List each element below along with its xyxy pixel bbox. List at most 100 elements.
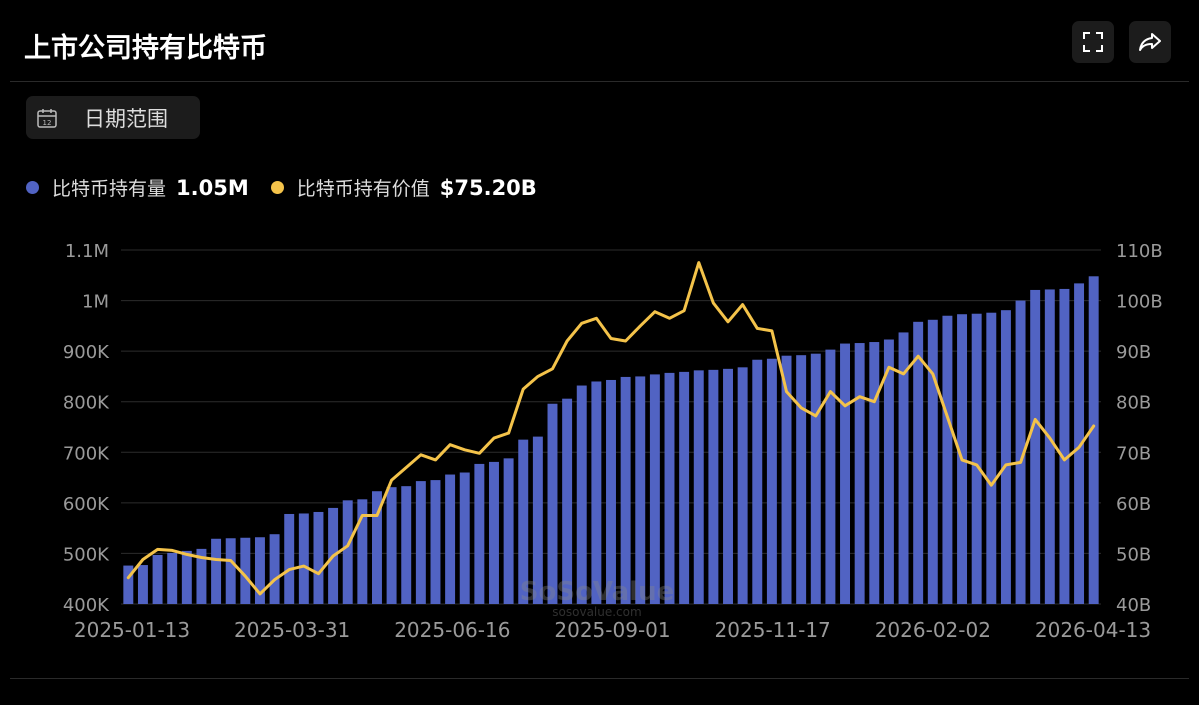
holdings-chart: 400K 40B 500K 50B 600K 60B 700K 70B 800K 80B 900K 9… bbox=[63, 241, 1163, 642]
bar bbox=[591, 381, 602, 604]
bar bbox=[708, 369, 719, 604]
share-button[interactable] bbox=[1129, 21, 1171, 63]
y-left-tick-label: 900K bbox=[63, 342, 110, 363]
header-divider bbox=[10, 81, 1189, 82]
y-right-tick-label: 40B bbox=[1116, 595, 1151, 616]
bar bbox=[1044, 289, 1055, 604]
bar bbox=[693, 370, 704, 604]
bar bbox=[430, 480, 441, 604]
bar bbox=[1088, 276, 1099, 604]
bar bbox=[518, 439, 529, 604]
bar bbox=[620, 376, 631, 604]
bar bbox=[152, 554, 163, 604]
bar bbox=[796, 355, 807, 604]
bar bbox=[562, 398, 573, 604]
bar bbox=[927, 319, 938, 604]
y-right-tick-label: 60B bbox=[1116, 494, 1151, 515]
x-tick-label: 2025-01-13 bbox=[74, 618, 190, 642]
bar bbox=[781, 355, 792, 604]
bar bbox=[986, 312, 997, 604]
bar bbox=[942, 315, 953, 604]
bar bbox=[489, 461, 499, 604]
bar bbox=[254, 537, 265, 604]
x-tick-label: 2025-09-01 bbox=[554, 618, 670, 642]
bar bbox=[445, 474, 456, 604]
bar bbox=[298, 513, 309, 604]
bar bbox=[284, 513, 295, 604]
bar bbox=[415, 481, 426, 604]
bar bbox=[342, 500, 353, 604]
fullscreen-icon bbox=[1083, 32, 1103, 52]
y-left-tick-label: 1.1M bbox=[65, 241, 109, 262]
y-left-tick-label: 500K bbox=[63, 544, 110, 565]
legend-value-holdings: 1.05M bbox=[176, 175, 249, 200]
bar bbox=[1074, 283, 1085, 604]
x-tick-label: 2026-04-13 bbox=[1035, 618, 1151, 642]
legend-dot-value bbox=[270, 181, 284, 194]
bar bbox=[635, 376, 646, 604]
x-tick-label: 2025-03-31 bbox=[234, 618, 350, 642]
share-icon bbox=[1139, 33, 1161, 51]
y-right-tick-label: 110B bbox=[1116, 241, 1163, 262]
bar bbox=[810, 353, 821, 604]
legend-value-value: $75.20B bbox=[439, 175, 537, 200]
date-range-button[interactable]: 12 日期范围 bbox=[26, 96, 200, 139]
bar bbox=[181, 550, 192, 604]
date-range-label: 日期范围 bbox=[84, 106, 168, 131]
y-left-tick-label: 400K bbox=[63, 595, 110, 616]
bar bbox=[386, 487, 397, 604]
calendar-icon: 12 bbox=[37, 108, 57, 128]
y-right-tick-label: 100B bbox=[1116, 292, 1163, 313]
y-left-tick-label: 600K bbox=[63, 494, 110, 515]
bar bbox=[752, 359, 763, 604]
chart-legend: 比特币持有量 1.05M 比特币持有价值 $75.20B bbox=[26, 174, 559, 201]
fullscreen-button[interactable] bbox=[1072, 21, 1114, 63]
bar bbox=[1030, 289, 1041, 604]
x-tick-label: 2026-02-02 bbox=[875, 618, 991, 642]
svg-text:12: 12 bbox=[43, 119, 52, 127]
bar bbox=[737, 367, 748, 604]
bar bbox=[649, 374, 660, 604]
bar bbox=[679, 371, 690, 604]
bar bbox=[1015, 300, 1026, 604]
bar bbox=[357, 499, 368, 604]
bar bbox=[576, 385, 587, 604]
y-right-tick-label: 70B bbox=[1116, 443, 1151, 464]
watermark-brand: SoSoValue bbox=[520, 577, 674, 607]
legend-name-value: 比特币持有价值 bbox=[296, 178, 430, 200]
bar bbox=[240, 537, 251, 604]
bar bbox=[313, 511, 324, 604]
bar bbox=[547, 403, 558, 604]
bar bbox=[1059, 288, 1070, 604]
legend-name-holdings: 比特币持有量 bbox=[52, 178, 167, 200]
y-left-tick-label: 700K bbox=[63, 443, 110, 464]
bar bbox=[664, 372, 675, 604]
bar bbox=[869, 342, 880, 604]
legend-dot-holdings bbox=[26, 181, 39, 194]
y-left-tick-label: 800K bbox=[63, 393, 110, 414]
bar bbox=[883, 339, 894, 604]
y-right-tick-label: 80B bbox=[1116, 393, 1151, 414]
bar bbox=[854, 343, 865, 604]
value-line bbox=[126, 261, 1096, 596]
bar bbox=[503, 458, 514, 604]
bar bbox=[723, 368, 733, 604]
bar bbox=[825, 349, 836, 604]
bar bbox=[898, 332, 909, 604]
bar bbox=[269, 534, 280, 604]
bar bbox=[606, 379, 616, 604]
bar bbox=[137, 565, 148, 604]
y-right-tick-label: 90B bbox=[1116, 342, 1151, 363]
bar bbox=[401, 486, 412, 604]
bar bbox=[196, 548, 207, 604]
page-title: 上市公司持有比特币 bbox=[24, 33, 267, 64]
bar bbox=[913, 321, 924, 604]
x-tick-label: 2025-11-17 bbox=[715, 618, 831, 642]
footer-divider bbox=[10, 678, 1189, 679]
bar bbox=[211, 538, 222, 604]
bar bbox=[971, 313, 982, 604]
bar bbox=[225, 538, 236, 604]
bar bbox=[123, 565, 134, 604]
bar bbox=[840, 343, 851, 604]
